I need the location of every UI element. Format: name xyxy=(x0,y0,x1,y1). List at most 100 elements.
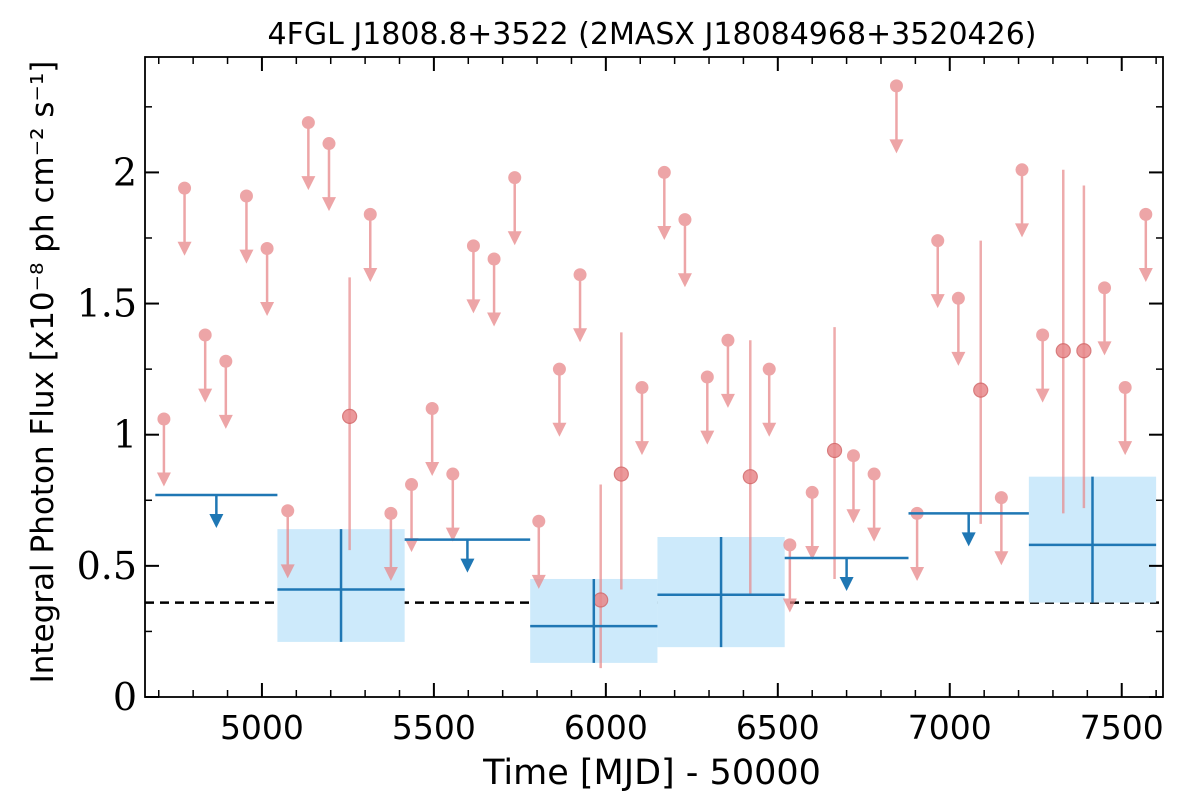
short-bin-upper-limit xyxy=(198,328,213,403)
upper-limit-marker xyxy=(198,328,212,342)
short-bin-upper-limit xyxy=(951,291,966,366)
short-bin-upper-limit xyxy=(805,485,820,560)
long-bin-upper-limit-arrowhead xyxy=(460,558,475,573)
plot-frame xyxy=(144,56,1164,698)
detection-marker xyxy=(826,442,843,459)
upper-limit-marker xyxy=(867,467,881,481)
long-bin-upper-limit-arrowhead xyxy=(961,532,976,547)
upper-limit-marker xyxy=(239,189,253,203)
chart-title: 4FGL J1808.8+3522 (2MASX J18084968+35204… xyxy=(268,17,1037,52)
short-bin-upper-limit xyxy=(552,362,567,437)
upper-limit-marker xyxy=(532,514,546,528)
short-bin-upper-limit xyxy=(782,538,797,613)
upper-limit-arrowhead xyxy=(762,422,777,437)
upper-limit-marker xyxy=(552,362,566,376)
x-tick-label: 7000 xyxy=(908,708,992,747)
y-tick-label: 0.5 xyxy=(77,544,137,588)
y-axis-label: Integral Photon Flux [x10⁻⁸ ph cm⁻² s⁻¹] xyxy=(25,61,61,684)
long-bin-band-layer xyxy=(277,476,1157,663)
short-bin-upper-limit xyxy=(889,79,904,154)
tick-layer xyxy=(145,57,1163,698)
upper-limit-marker xyxy=(846,449,860,463)
detection-marker xyxy=(593,592,609,608)
upper-limit-marker xyxy=(487,252,501,266)
x-tick-label: 5000 xyxy=(220,708,304,747)
long-bin-layer xyxy=(155,476,1157,663)
upper-limit-marker xyxy=(260,241,274,255)
detection-marker xyxy=(742,469,758,485)
upper-limit-arrowhead xyxy=(531,574,546,589)
upper-limit-arrowhead xyxy=(383,566,398,581)
short-bin-detection xyxy=(593,484,609,669)
short-bin-upper-limit xyxy=(466,239,481,314)
long-bin-upper-limit xyxy=(155,493,278,529)
upper-limit-marker xyxy=(281,504,295,518)
y-tick-label: 1.5 xyxy=(77,282,137,326)
short-bin-upper-limit xyxy=(762,362,777,437)
y-tick-label: 1 xyxy=(113,413,137,457)
upper-limit-marker xyxy=(466,239,480,253)
short-bin-upper-limit xyxy=(383,506,398,581)
upper-limit-marker xyxy=(994,491,1008,505)
upper-limit-arrowhead xyxy=(1097,341,1112,356)
upper-limit-marker xyxy=(762,362,776,376)
detection-marker xyxy=(1055,343,1071,359)
long-bin-detection xyxy=(1028,476,1157,603)
long-bin-upper-limit xyxy=(784,556,909,591)
short-bin-upper-limit xyxy=(573,268,588,343)
short-bin-detection xyxy=(342,277,358,551)
upper-limit-arrowhead xyxy=(720,393,735,408)
upper-limit-marker xyxy=(405,478,419,492)
detection-marker xyxy=(613,466,629,482)
detection-marker xyxy=(1076,343,1092,359)
upper-limit-marker xyxy=(931,234,945,248)
short-bin-upper-limit xyxy=(321,137,336,212)
short-bin-upper-limit xyxy=(301,116,316,191)
y-tick-label: 2 xyxy=(113,150,137,194)
short-bin-upper-limit xyxy=(1035,328,1050,403)
detection-marker xyxy=(973,382,989,398)
short-bin-upper-limit xyxy=(531,514,546,589)
detection-marker xyxy=(342,408,358,424)
upper-limit-arrowhead xyxy=(280,564,295,579)
upper-limit-marker xyxy=(219,354,233,368)
upper-limit-arrowhead xyxy=(910,566,925,581)
upper-limit-arrowhead xyxy=(445,527,460,542)
upper-limit-arrowhead xyxy=(321,197,336,212)
short-bin-detection xyxy=(1055,169,1071,514)
upper-limit-marker xyxy=(1139,207,1153,221)
short-bin-upper-limit xyxy=(260,241,275,317)
long-bin-upper-limit xyxy=(908,512,1029,547)
upper-limit-arrowhead xyxy=(466,299,481,314)
upper-limit-marker xyxy=(678,213,692,227)
short-bin-detection xyxy=(1076,185,1092,509)
short-bin-detection xyxy=(973,240,989,524)
upper-limit-arrowhead xyxy=(700,430,715,445)
upper-limit-marker xyxy=(425,401,439,415)
upper-limit-marker xyxy=(889,79,903,93)
upper-limit-marker xyxy=(384,506,398,520)
upper-limit-marker xyxy=(783,538,797,552)
upper-limit-marker xyxy=(322,137,336,151)
upper-limit-marker xyxy=(573,268,587,282)
short-bin-upper-limit xyxy=(910,506,925,581)
short-bin-upper-limit xyxy=(507,171,522,246)
upper-limit-marker xyxy=(700,370,714,384)
upper-limit-arrowhead xyxy=(573,328,588,343)
upper-limit-arrowhead xyxy=(218,414,233,429)
short-bin-upper-limit xyxy=(1138,207,1153,282)
upper-limit-marker xyxy=(657,165,671,179)
x-tick-label: 6000 xyxy=(564,708,648,747)
short-bin-upper-limit xyxy=(280,504,295,579)
short-bin-upper-limit xyxy=(239,189,254,264)
y-tick-label: 0 xyxy=(113,675,137,719)
upper-limit-arrowhead xyxy=(260,302,275,317)
upper-limit-arrowhead xyxy=(198,388,213,403)
upper-limit-arrowhead xyxy=(156,472,171,487)
x-tick-label: 7500 xyxy=(1080,708,1164,747)
upper-limit-arrowhead xyxy=(867,527,882,542)
x-tick-label: 6500 xyxy=(736,708,820,747)
x-tick-label: 5500 xyxy=(392,708,476,747)
short-bin-upper-limit xyxy=(425,401,440,477)
upper-limit-arrowhead xyxy=(930,294,945,309)
